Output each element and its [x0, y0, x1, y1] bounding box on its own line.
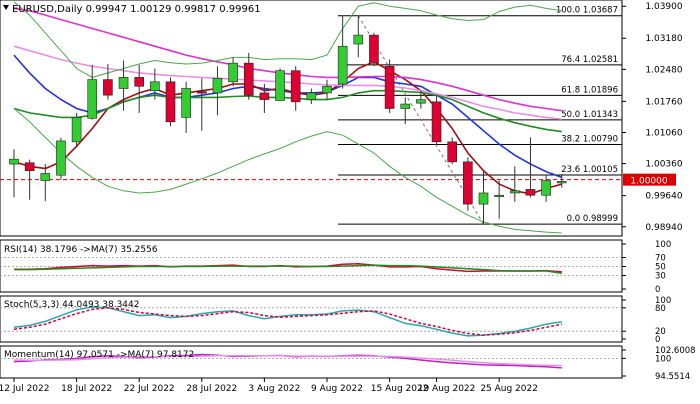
date-tick-label: 22 Jul 2022	[124, 384, 175, 394]
candle-bullish	[40, 173, 51, 181]
rsi-tick-label: 30	[655, 272, 666, 282]
ma-pink-line	[13, 45, 562, 120]
date-tick-label: 28 Jul 2022	[186, 384, 237, 394]
date-tick-label: 18 Jul 2022	[61, 384, 112, 394]
candle-bearish	[369, 34, 379, 64]
date-tick-label: 9 Aug 2022	[311, 384, 363, 394]
fib-level-label: 76.4 1.02581	[561, 55, 618, 65]
date-tick-label: 25 Aug 2022	[480, 384, 538, 394]
bollinger-lower-line	[13, 108, 562, 234]
candle-bullish	[306, 92, 317, 100]
symbol-header: EURUSD,Daily 0.99947 1.00129 0.99817 0.9…	[3, 4, 261, 15]
candle-bullish	[150, 81, 160, 92]
candle-bullish	[353, 34, 364, 45]
fib-level-label: 23.6 1.00105	[561, 165, 618, 175]
candle-bearish	[525, 189, 536, 196]
rsi-tick-label: 50	[655, 263, 666, 273]
candle-bearish	[259, 92, 270, 100]
fib-level-label: 38.2 1.00790	[561, 135, 618, 145]
stoch-tick-label: 20	[655, 327, 666, 337]
stoch-tick-label: 0	[655, 335, 660, 345]
candle-bullish	[541, 180, 551, 196]
candle-bullish	[275, 70, 285, 101]
fib-trend-line	[357, 15, 484, 225]
rsi-tick-label: 100	[655, 240, 671, 250]
triangle-down-icon	[3, 5, 9, 10]
candle-bullish	[228, 62, 238, 83]
price-tick-label: 1.00360	[645, 160, 682, 170]
momentum-tick-label: 102.6008	[655, 346, 696, 356]
momentum-title: Momentum(14) 97.0571 ->MA(7) 97.8172	[4, 350, 194, 360]
momentum-tick-label: 100	[655, 354, 671, 364]
date-tick-label: 19 Aug 2022	[418, 384, 476, 394]
candle-bullish	[556, 181, 567, 184]
stoch-tick-label: 80	[655, 304, 666, 314]
candle-bullish	[400, 103, 411, 109]
stoch-title: Stoch(5,3,3) 44.0493 38.3442	[4, 300, 139, 310]
stoch-panel	[0, 295, 623, 343]
ma-magenta-line	[13, 7, 562, 112]
candle-bullish	[181, 88, 191, 118]
rsi-signal-line	[14, 264, 562, 275]
price-tick-label: 1.01060	[645, 129, 682, 139]
momentum-tick-label: 94.5514	[655, 372, 690, 382]
candle-bearish	[447, 141, 458, 163]
price-tick-label: 1.03180	[645, 34, 682, 44]
candle-bullish	[494, 194, 504, 198]
price-tick-label: 1.02480	[645, 65, 682, 75]
ma-darkred-line	[13, 60, 563, 195]
price-tick-label: 0.98940	[645, 223, 682, 233]
candle-bullish	[478, 192, 489, 205]
current-price-badge	[623, 173, 676, 186]
price-tick-label: 1.01760	[645, 97, 682, 107]
candle-bearish	[463, 161, 473, 205]
rsi-tick-label: 70	[655, 254, 666, 264]
candle-bearish	[24, 162, 35, 172]
candle-bearish	[103, 79, 113, 96]
ma-green-line	[13, 89, 562, 133]
candle-bearish	[243, 62, 254, 96]
candle-bullish	[87, 79, 98, 119]
candle-bearish	[431, 101, 442, 143]
stoch-signal-line	[13, 307, 562, 336]
candle-bullish	[416, 99, 426, 104]
fib-level-label: 0.0 0.98999	[567, 214, 618, 224]
price-tick-label: 1.03900	[645, 2, 682, 12]
candle-bullish	[509, 190, 520, 194]
candle-bullish	[337, 45, 348, 85]
candle-bullish	[322, 85, 332, 94]
candle-bearish	[384, 65, 395, 109]
candle-bullish	[118, 77, 129, 89]
candle-bullish	[71, 117, 82, 143]
momentum-panel	[0, 345, 623, 379]
symbol-info: EURUSD,Daily 0.99947 1.00129 0.99817 0.9…	[12, 4, 261, 15]
candle-bearish	[197, 91, 207, 94]
date-tick-label: 3 Aug 2022	[248, 384, 300, 394]
price-tick-label: 0.99640	[645, 192, 682, 202]
candle-bullish	[56, 140, 66, 176]
rsi-tick-label: 0	[655, 285, 660, 295]
fib-level-label: 50.0 1.01343	[561, 110, 618, 120]
candle-bearish	[134, 77, 144, 87]
fib-level-label: 61.8 1.01896	[561, 85, 618, 95]
candle-bearish	[165, 81, 176, 123]
bollinger-upper-line	[13, 1, 562, 78]
current-price-label: 1.00000	[630, 177, 667, 187]
stoch-tick-label: 100	[655, 296, 671, 306]
rsi-title: RSI(14) 38.1796 ->MA(7) 35.2556	[4, 245, 158, 255]
fib-level-label: 100.0 1.03687	[556, 6, 618, 16]
main-price-panel	[0, 0, 623, 237]
date-tick-label: 15 Aug 2022	[371, 384, 429, 394]
candle-bullish	[9, 158, 19, 165]
candle-bearish	[290, 70, 301, 103]
stoch-main-line	[13, 306, 562, 337]
date-tick-label: 12 Jul 2022	[0, 384, 49, 394]
candle-bullish	[212, 77, 223, 94]
momentum-signal-line	[13, 355, 562, 367]
